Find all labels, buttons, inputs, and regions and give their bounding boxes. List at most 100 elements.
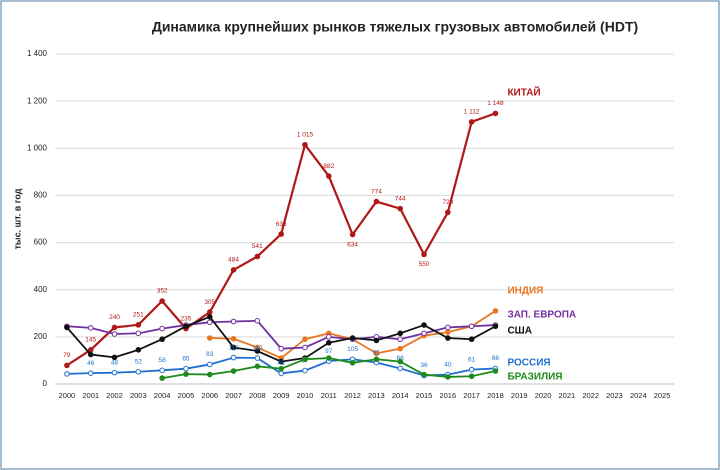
marker: [397, 345, 404, 352]
x-tick-label: 2016: [439, 391, 456, 400]
x-tick-label: 2008: [249, 391, 266, 400]
data-label: 48: [111, 359, 119, 366]
marker: [254, 253, 261, 260]
marker: [468, 373, 475, 380]
marker: [111, 324, 118, 331]
y-tick-label: 200: [34, 332, 48, 341]
marker: [230, 368, 237, 374]
data-label: 145: [85, 337, 96, 344]
marker: [492, 110, 499, 117]
data-label: 1 112: [464, 109, 480, 116]
data-label: 105: [347, 346, 358, 353]
marker: [397, 336, 404, 343]
marker: [87, 325, 94, 331]
data-label: 1 148: [487, 100, 504, 107]
marker: [325, 355, 332, 361]
x-tick-label: 2019: [511, 391, 528, 400]
marker: [421, 330, 427, 337]
marker: [254, 363, 261, 370]
marker: [373, 198, 380, 205]
marker: [468, 119, 475, 125]
marker: [278, 358, 284, 365]
data-label: 728: [442, 199, 453, 206]
data-label: 46: [87, 360, 95, 367]
marker: [492, 368, 499, 374]
marker: [87, 370, 94, 376]
marker: [230, 267, 237, 273]
marker: [111, 331, 118, 337]
data-label: 305: [204, 299, 215, 306]
marker: [492, 308, 499, 314]
marker: [159, 298, 165, 304]
data-label: 83: [206, 351, 214, 358]
x-tick-label: 2001: [82, 391, 99, 400]
data-label: 240: [109, 314, 120, 321]
marker: [254, 318, 261, 324]
marker: [183, 323, 189, 330]
x-tick-label: 2010: [297, 391, 314, 400]
marker: [302, 367, 308, 374]
y-tick-label: 1 200: [27, 96, 48, 105]
marker: [159, 375, 165, 381]
marker: [254, 348, 261, 354]
data-label: 541: [252, 243, 263, 250]
marker: [87, 351, 94, 358]
marker: [135, 322, 142, 328]
marker: [64, 371, 70, 377]
marker: [278, 370, 284, 377]
x-tick-label: 2018: [487, 391, 504, 400]
x-tick-label: 2025: [654, 391, 671, 400]
y-axis-label: тыс. шт. в год: [12, 188, 22, 249]
marker: [278, 345, 284, 352]
data-label: 352: [157, 288, 168, 295]
marker: [468, 336, 475, 343]
data-label: 636: [276, 221, 287, 228]
marker: [421, 371, 427, 378]
marker: [206, 309, 213, 315]
marker: [159, 336, 165, 343]
marker: [183, 365, 189, 372]
data-label: 1 015: [297, 131, 314, 138]
data-label: 79: [63, 352, 71, 359]
x-tick-label: 2023: [606, 391, 623, 400]
x-tick-label: 2003: [130, 391, 147, 400]
marker: [278, 365, 284, 372]
data-label: 91: [373, 349, 381, 356]
marker: [206, 335, 213, 341]
marker: [302, 344, 308, 351]
marker: [373, 337, 380, 344]
marker: [135, 347, 142, 353]
y-tick-label: 400: [34, 285, 48, 294]
marker: [445, 374, 451, 380]
marker: [206, 361, 213, 368]
series-name: РОССИЯ: [507, 358, 550, 369]
marker: [230, 318, 237, 325]
marker: [349, 231, 356, 238]
marker: [230, 344, 237, 351]
data-label: 634: [347, 241, 358, 248]
x-tick-label: 2000: [59, 391, 76, 400]
series-name: БРАЗИЛИЯ: [507, 372, 562, 383]
marker: [302, 356, 308, 363]
marker: [302, 141, 308, 148]
data-label: 550: [419, 261, 430, 268]
marker: [302, 336, 308, 343]
marker: [445, 324, 451, 331]
marker: [230, 354, 237, 361]
marker: [397, 365, 404, 372]
data-label: 40: [444, 361, 452, 368]
x-tick-label: 2007: [225, 391, 242, 400]
marker: [135, 368, 142, 375]
x-tick-label: 2024: [630, 391, 647, 400]
data-label: 235: [181, 315, 192, 322]
data-label: 66: [492, 355, 500, 362]
y-tick-label: 1 400: [27, 49, 48, 58]
x-tick-label: 2011: [321, 391, 337, 400]
x-tick-label: 2006: [201, 391, 218, 400]
series-name: США: [507, 326, 532, 337]
x-tick-label: 2017: [463, 391, 480, 400]
data-label: 66: [397, 355, 405, 362]
marker: [397, 358, 404, 365]
y-tick-label: 800: [34, 191, 48, 200]
series-name: КИТАЙ: [507, 86, 540, 99]
